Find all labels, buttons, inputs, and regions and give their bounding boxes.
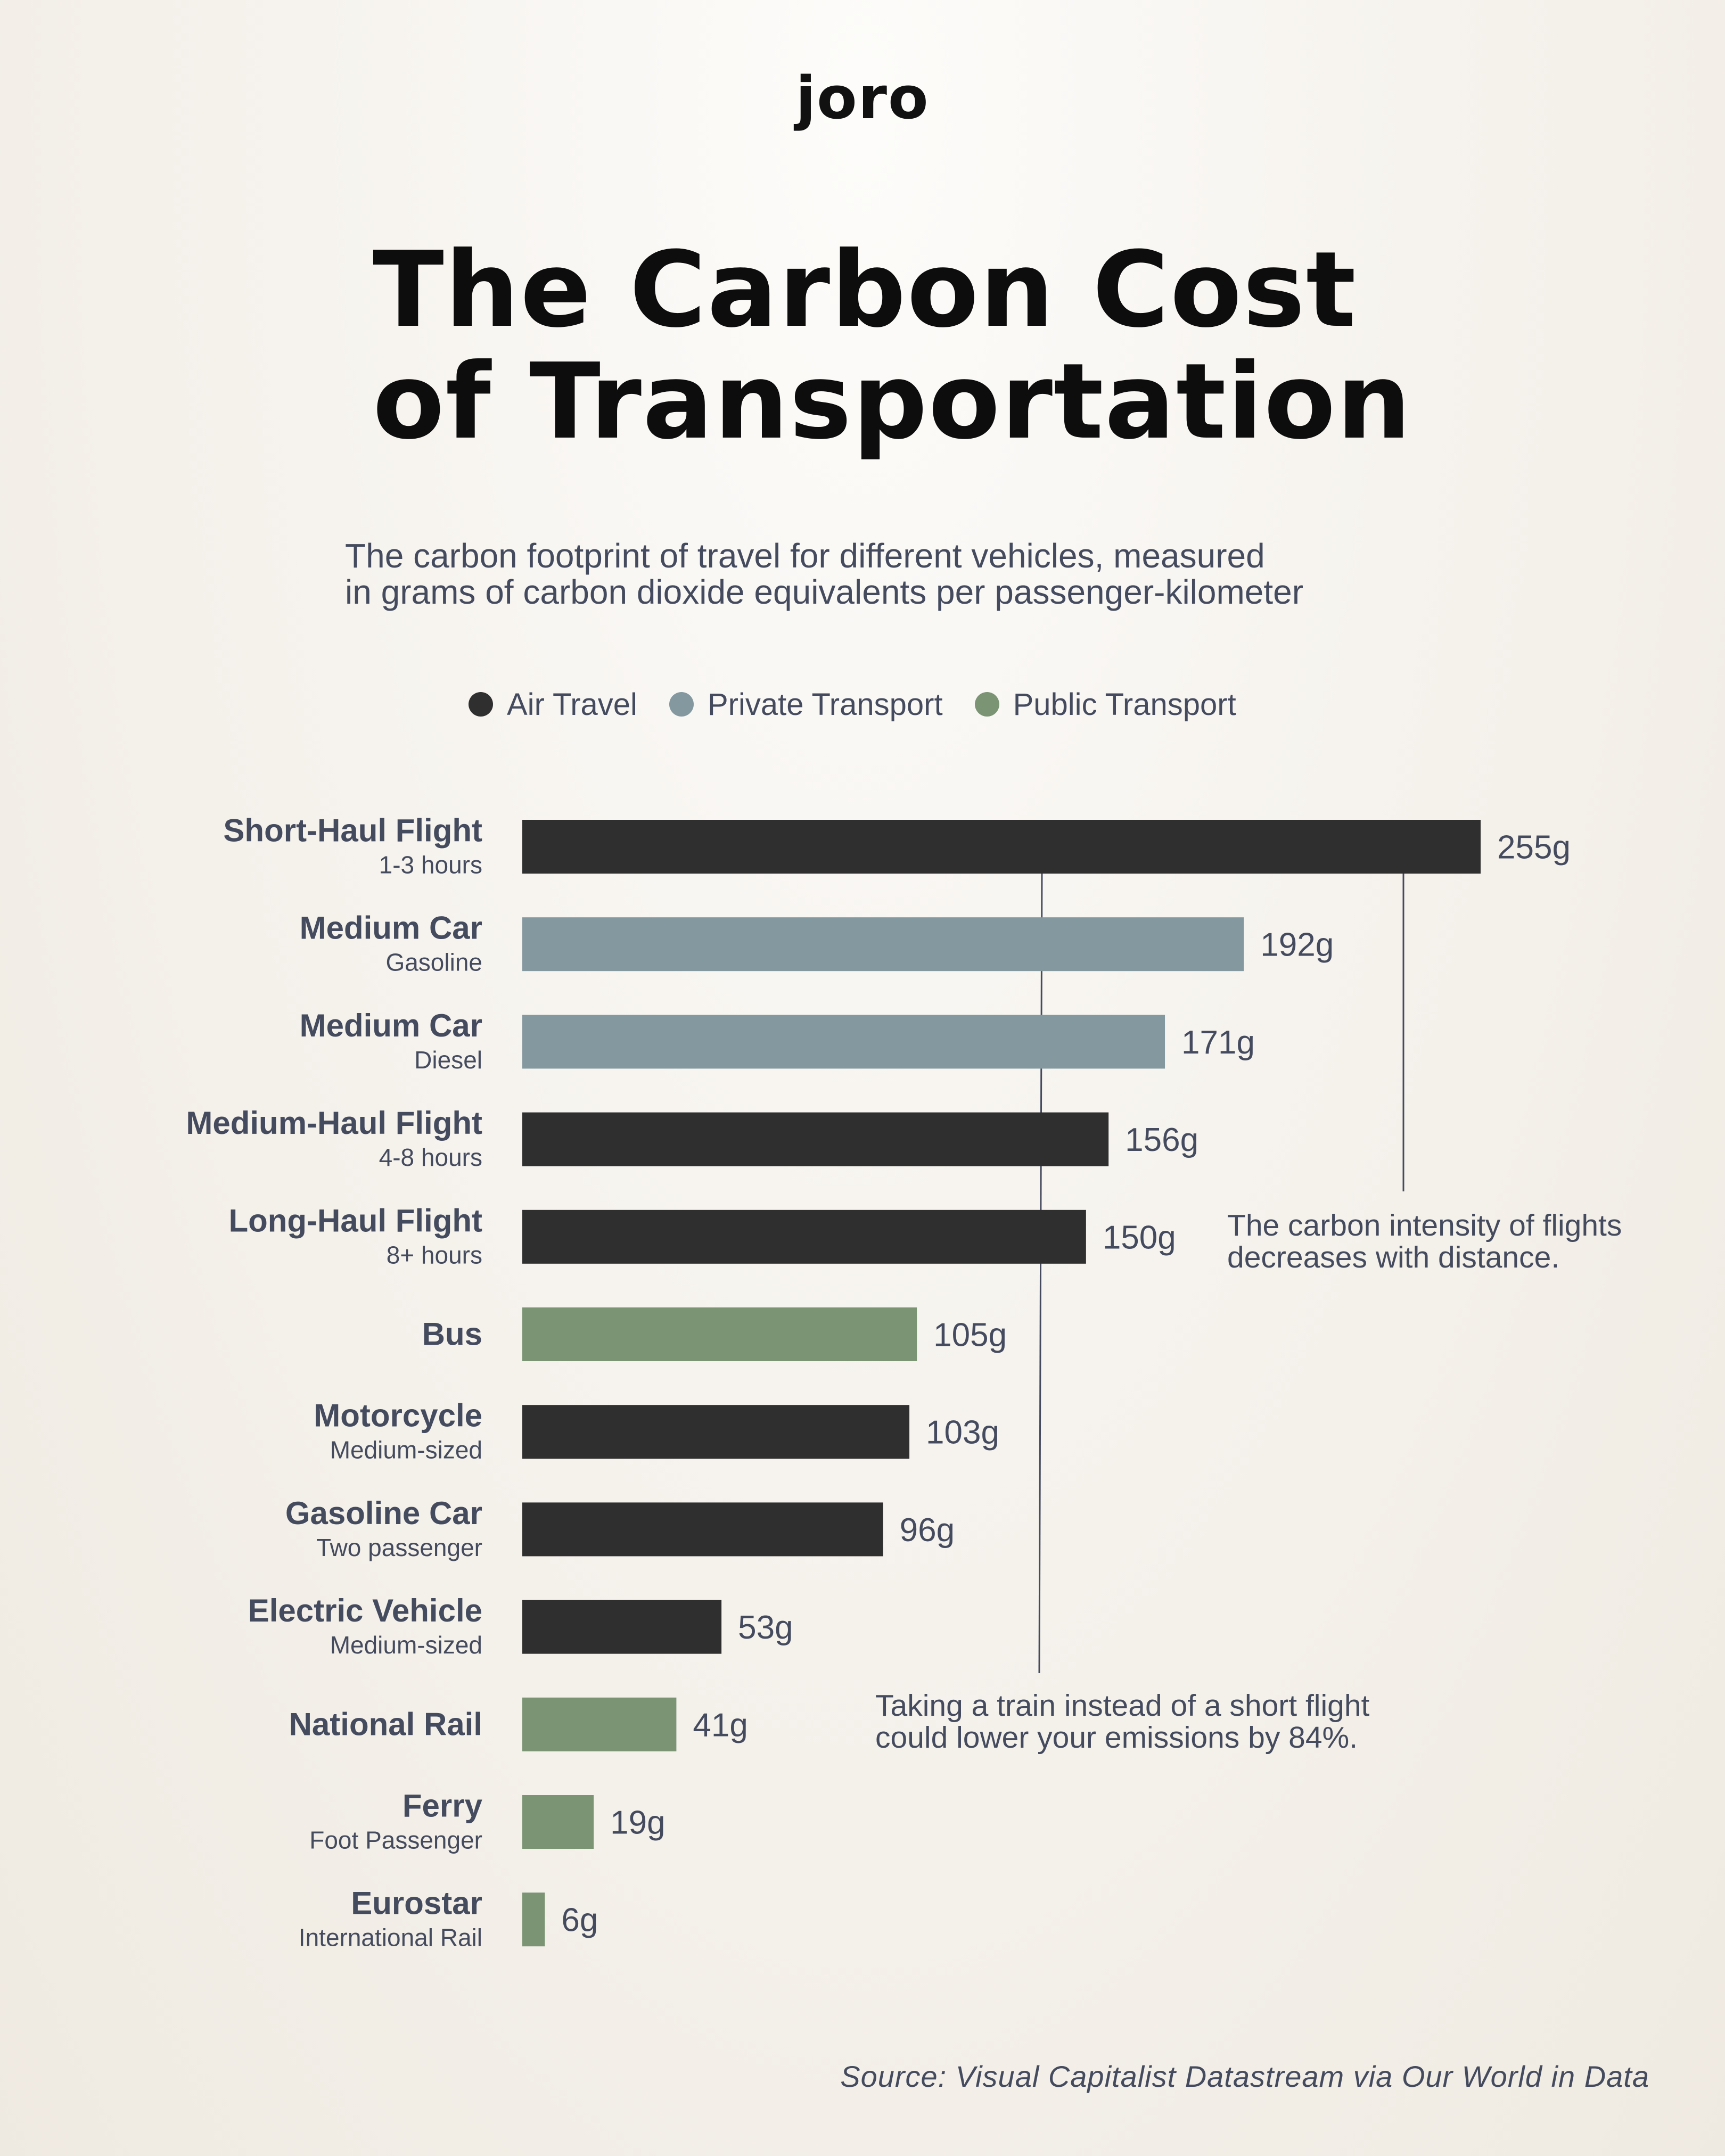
value-label: 53g	[738, 1609, 793, 1646]
bar-long-haul-flight-8-hours	[522, 1209, 1086, 1264]
category-label: Gasoline Car	[285, 1495, 482, 1531]
bar-motorcycle-medium-sized	[522, 1405, 910, 1459]
bar-eurostar-international-rail	[522, 1892, 545, 1947]
value-label: 105g	[933, 1317, 1007, 1354]
annotation-train-line-2: could lower your emissions by 84%.	[875, 1721, 1358, 1755]
category-label: Medium-Haul Flight	[186, 1105, 482, 1141]
annotation-train: Taking a train instead of a short flight…	[875, 1690, 1369, 1754]
bar-group-eurostar-international-rail: Eurostar International Rail 6g	[299, 1886, 598, 1952]
value-label: 41g	[693, 1707, 748, 1743]
bar-group-medium-car-gasoline: Medium Car Gasoline 192g	[300, 910, 1334, 976]
value-label: 150g	[1103, 1219, 1176, 1256]
legend-item-air-travel: Air Travel	[469, 687, 637, 722]
subtitle: The carbon footprint of travel for diffe…	[345, 538, 1463, 610]
category-label: Motorcycle	[314, 1398, 482, 1434]
bar-bus	[522, 1307, 917, 1361]
annotation-flights-line-1: The carbon intensity of flights	[1227, 1208, 1622, 1242]
annotation-train-line-1: Taking a train instead of a short flight	[875, 1689, 1370, 1723]
category-label: Bus	[422, 1316, 482, 1352]
page-title: The Carbon Cost of Transportation	[373, 234, 1597, 458]
legend-dot-air-travel	[469, 692, 493, 717]
category-sublabel: 8+ hours	[387, 1241, 482, 1269]
category-label: Electric Vehicle	[248, 1593, 482, 1628]
category-label: Medium Car	[300, 1008, 482, 1043]
bar-group-national-rail: National Rail 41g	[289, 1697, 748, 1751]
title-line-2: of Transportation	[373, 341, 1412, 463]
legend-label-air-travel: Air Travel	[507, 687, 637, 722]
bar-group-long-haul-flight-8-hours: Long-Haul Flight 8+ hours 150g	[228, 1203, 1176, 1269]
subtitle-line-1: The carbon footprint of travel for diffe…	[345, 537, 1265, 575]
category-sublabel: Medium-sized	[330, 1631, 482, 1659]
bar-gasoline-car-two-passenger	[522, 1502, 883, 1557]
value-label: 156g	[1125, 1122, 1198, 1158]
subtitle-line-2: in grams of carbon dioxide equivalents p…	[345, 573, 1304, 611]
bar-ferry-foot-passenger	[522, 1795, 594, 1849]
bar-medium-car-diesel	[522, 1015, 1165, 1069]
bar-national-rail	[522, 1697, 677, 1751]
annotation-flights: The carbon intensity of flights decrease…	[1227, 1209, 1622, 1273]
category-sublabel: Foot Passenger	[309, 1826, 482, 1854]
value-label: 255g	[1497, 829, 1571, 866]
category-label: Long-Haul Flight	[228, 1203, 482, 1238]
legend-item-private-transport: Private Transport	[669, 687, 943, 722]
category-sublabel: 4-8 hours	[379, 1143, 482, 1171]
bar-medium-haul-flight-4-8-hours	[522, 1112, 1109, 1166]
annotation-line-train	[1038, 873, 1043, 1674]
source-note: Source: Visual Capitalist Datastream via…	[840, 2060, 1649, 2093]
category-sublabel: Diesel	[414, 1046, 482, 1074]
category-label: National Rail	[289, 1706, 482, 1742]
brand-logo: joro	[795, 64, 930, 132]
category-sublabel: Gasoline	[385, 949, 482, 976]
bar-group-electric-vehicle-medium-sized: Electric Vehicle Medium-sized 53g	[248, 1593, 793, 1659]
value-label: 19g	[610, 1805, 665, 1841]
category-label: Eurostar	[351, 1886, 482, 1921]
legend-label-private-transport: Private Transport	[707, 687, 943, 722]
category-label: Short-Haul Flight	[223, 813, 482, 849]
value-label: 103g	[926, 1414, 999, 1451]
category-sublabel: 1-3 hours	[379, 851, 482, 879]
category-sublabel: Medium-sized	[330, 1436, 482, 1464]
value-label: 192g	[1260, 927, 1334, 964]
category-label: Ferry	[402, 1788, 483, 1824]
legend-dot-private-transport	[669, 692, 694, 717]
bar-group-gasoline-car-two-passenger: Gasoline Car Two passenger 96g	[285, 1495, 955, 1561]
title-line-1: The Carbon Cost	[373, 229, 1357, 351]
chart-legend: Air Travel Private Transport Public Tran…	[469, 683, 1268, 726]
bar-group-bus: Bus 105g	[422, 1307, 1007, 1361]
value-label: 6g	[561, 1902, 598, 1939]
bar-medium-car-gasoline	[522, 917, 1244, 972]
category-label: Medium Car	[300, 910, 482, 946]
value-label: 96g	[900, 1512, 955, 1549]
category-sublabel: International Rail	[299, 1924, 482, 1952]
annotation-flights-line-2: decreases with distance.	[1227, 1240, 1560, 1274]
value-label: 171g	[1181, 1024, 1255, 1061]
bar-electric-vehicle-medium-sized	[522, 1600, 722, 1654]
legend-item-public-transport: Public Transport	[974, 687, 1236, 722]
legend-label-public-transport: Public Transport	[1013, 687, 1236, 722]
legend-dot-public-transport	[974, 692, 999, 717]
category-sublabel: Two passenger	[316, 1534, 482, 1561]
bar-short-haul-flight-1-3-hours	[522, 820, 1481, 874]
bar-group-medium-car-diesel: Medium Car Diesel 171g	[300, 1008, 1255, 1074]
